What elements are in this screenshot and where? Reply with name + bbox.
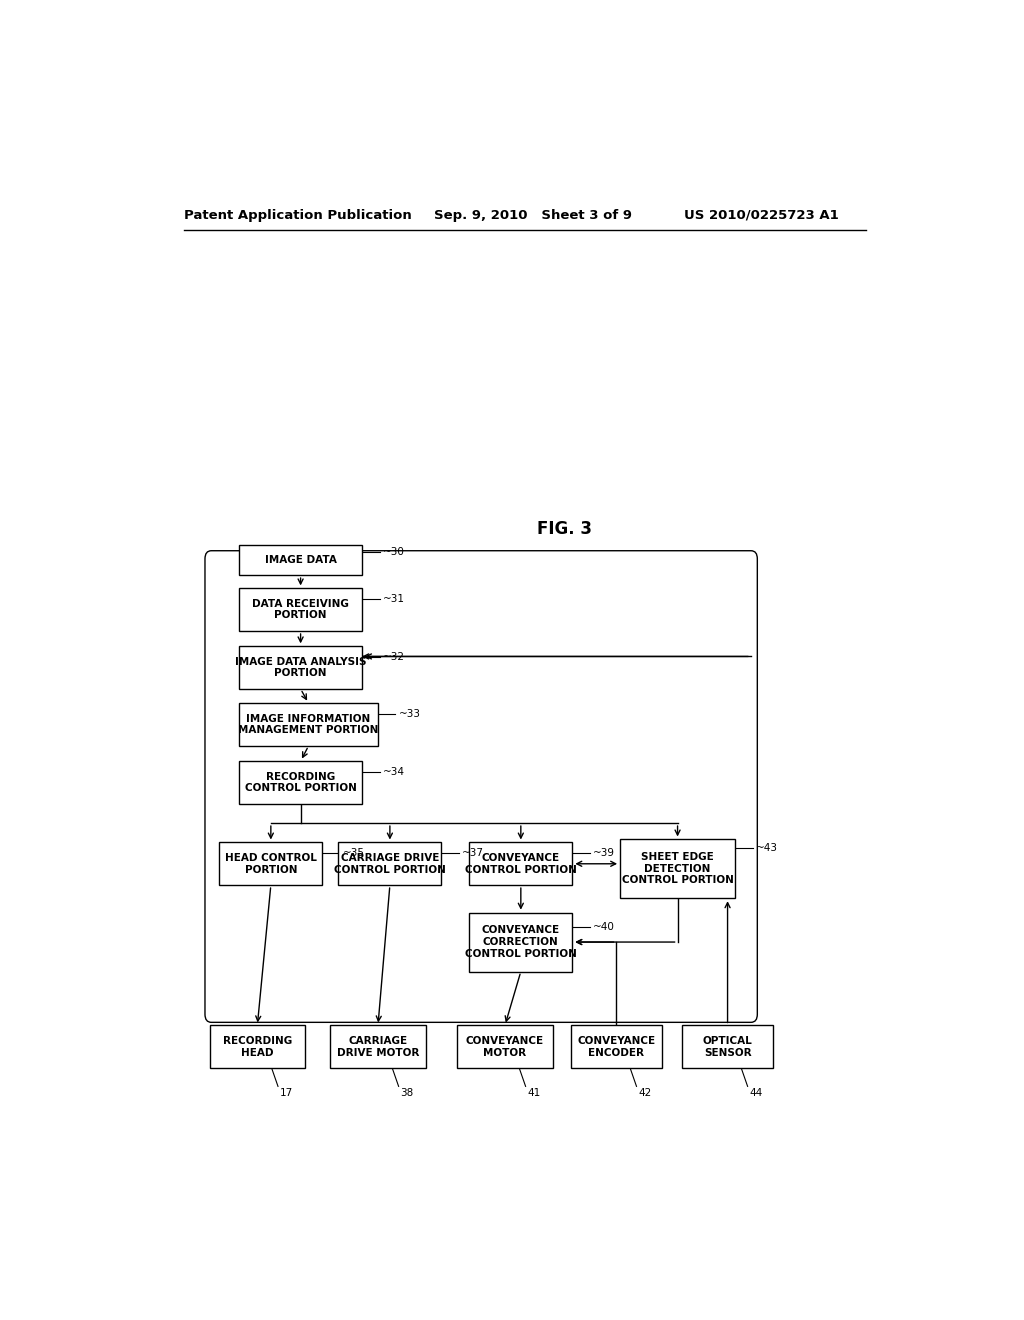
Text: CONVEYANCE
ENCODER: CONVEYANCE ENCODER xyxy=(578,1036,655,1057)
FancyBboxPatch shape xyxy=(240,545,362,576)
FancyBboxPatch shape xyxy=(240,762,362,804)
Text: RECORDING
HEAD: RECORDING HEAD xyxy=(223,1036,292,1057)
Text: US 2010/0225723 A1: US 2010/0225723 A1 xyxy=(684,209,839,222)
FancyBboxPatch shape xyxy=(331,1026,426,1068)
Text: 41: 41 xyxy=(527,1089,541,1098)
Text: ~39: ~39 xyxy=(593,849,615,858)
FancyBboxPatch shape xyxy=(240,589,362,631)
FancyBboxPatch shape xyxy=(469,842,572,886)
Text: CONVEYANCE
MOTOR: CONVEYANCE MOTOR xyxy=(466,1036,544,1057)
FancyBboxPatch shape xyxy=(570,1026,663,1068)
Text: ~33: ~33 xyxy=(398,709,421,719)
Text: IMAGE DATA: IMAGE DATA xyxy=(264,554,337,565)
Text: ~30: ~30 xyxy=(383,548,404,557)
Text: IMAGE DATA ANALYSIS
PORTION: IMAGE DATA ANALYSIS PORTION xyxy=(234,657,367,678)
Text: 17: 17 xyxy=(280,1089,293,1098)
Text: Patent Application Publication: Patent Application Publication xyxy=(183,209,412,222)
Text: ~43: ~43 xyxy=(756,843,778,853)
Text: RECORDING
CONTROL PORTION: RECORDING CONTROL PORTION xyxy=(245,772,356,793)
Text: ~35: ~35 xyxy=(343,849,366,858)
Text: ~40: ~40 xyxy=(593,923,615,932)
FancyBboxPatch shape xyxy=(620,840,735,899)
Text: Sep. 9, 2010   Sheet 3 of 9: Sep. 9, 2010 Sheet 3 of 9 xyxy=(433,209,632,222)
Text: ~37: ~37 xyxy=(462,849,484,858)
Text: 44: 44 xyxy=(750,1089,763,1098)
Text: 42: 42 xyxy=(638,1089,651,1098)
Text: CARRIAGE
DRIVE MOTOR: CARRIAGE DRIVE MOTOR xyxy=(337,1036,419,1057)
Text: OPTICAL
SENSOR: OPTICAL SENSOR xyxy=(702,1036,753,1057)
Text: FIG. 3: FIG. 3 xyxy=(537,520,592,539)
Text: DATA RECEIVING
PORTION: DATA RECEIVING PORTION xyxy=(252,599,349,620)
Text: IMAGE INFORMATION
MANAGEMENT PORTION: IMAGE INFORMATION MANAGEMENT PORTION xyxy=(239,714,379,735)
FancyBboxPatch shape xyxy=(682,1026,773,1068)
FancyBboxPatch shape xyxy=(458,1026,553,1068)
Text: CARRIAGE DRIVE
CONTROL PORTION: CARRIAGE DRIVE CONTROL PORTION xyxy=(334,853,445,875)
Text: ~31: ~31 xyxy=(383,594,404,605)
Text: SHEET EDGE
DETECTION
CONTROL PORTION: SHEET EDGE DETECTION CONTROL PORTION xyxy=(622,853,733,886)
Text: 38: 38 xyxy=(400,1089,414,1098)
FancyBboxPatch shape xyxy=(240,647,362,689)
FancyBboxPatch shape xyxy=(240,704,378,746)
FancyBboxPatch shape xyxy=(469,912,572,972)
Text: ~34: ~34 xyxy=(383,767,404,776)
FancyBboxPatch shape xyxy=(219,842,323,886)
FancyBboxPatch shape xyxy=(210,1026,305,1068)
Text: HEAD CONTROL
PORTION: HEAD CONTROL PORTION xyxy=(225,853,316,875)
Text: CONVEYANCE
CONTROL PORTION: CONVEYANCE CONTROL PORTION xyxy=(465,853,577,875)
FancyBboxPatch shape xyxy=(338,842,441,886)
Text: ~32: ~32 xyxy=(383,652,404,661)
Text: CONVEYANCE
CORRECTION
CONTROL PORTION: CONVEYANCE CORRECTION CONTROL PORTION xyxy=(465,925,577,958)
